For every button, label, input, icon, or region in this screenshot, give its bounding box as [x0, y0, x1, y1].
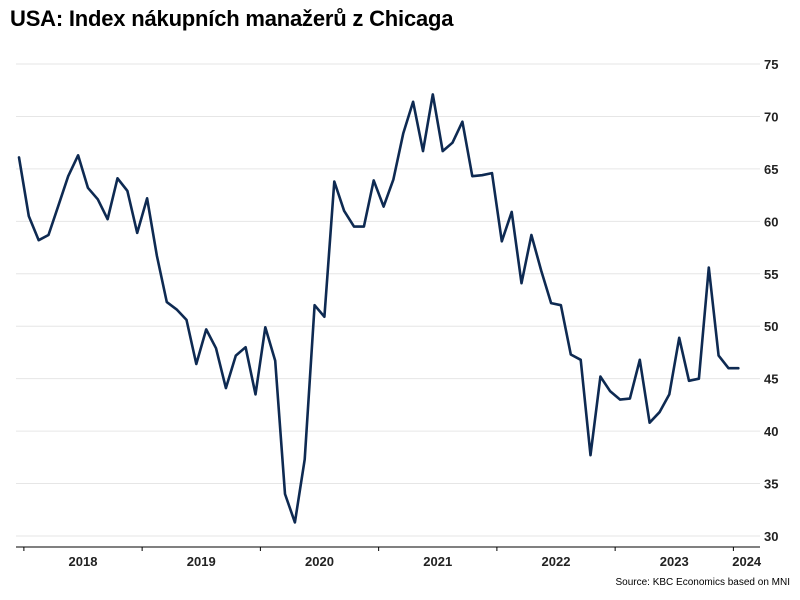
- y-tick-label: 30: [764, 529, 778, 544]
- x-tick-label: 2023: [660, 554, 689, 569]
- x-tick-label: 2019: [187, 554, 216, 569]
- y-tick-label: 35: [764, 477, 778, 492]
- y-tick-label: 75: [764, 57, 778, 72]
- y-tick-label: 50: [764, 319, 778, 334]
- source-note: Source: KBC Economics based on MNI: [615, 577, 790, 588]
- x-tick-label: 2022: [542, 554, 571, 569]
- y-tick-label: 60: [764, 214, 778, 229]
- y-axis: 30 35 40 45 50 55 60 65 70 75: [764, 57, 778, 544]
- x-axis: [16, 546, 760, 551]
- gridlines: [16, 63, 760, 537]
- y-tick-label: 45: [764, 372, 778, 387]
- x-tick-label: 2021: [423, 554, 452, 569]
- x-tick-label: 2018: [69, 554, 98, 569]
- y-tick-label: 70: [764, 109, 778, 124]
- x-tick-label: 2024: [732, 554, 762, 569]
- x-tick-label: 2020: [305, 554, 334, 569]
- y-tick-label: 40: [764, 424, 778, 439]
- series-layer: [17, 93, 740, 524]
- x-axis-labels: 2018 2019 2020 2021 2022 2023 2024: [69, 554, 762, 569]
- chart-title: USA: Index nákupních manažerů z Chicaga: [10, 6, 454, 31]
- y-tick-label: 65: [764, 162, 778, 177]
- series-line: [17, 93, 740, 524]
- y-tick-label: 55: [764, 267, 778, 282]
